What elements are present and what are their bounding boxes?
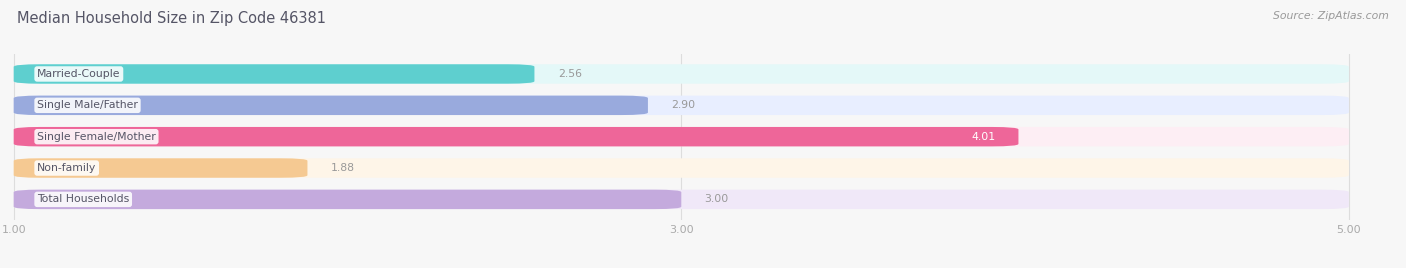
Text: Single Female/Mother: Single Female/Mother [37,132,156,142]
Text: 4.01: 4.01 [972,132,995,142]
FancyBboxPatch shape [14,127,1018,146]
FancyBboxPatch shape [14,190,1348,209]
Text: Married-Couple: Married-Couple [37,69,121,79]
Text: Source: ZipAtlas.com: Source: ZipAtlas.com [1274,11,1389,21]
FancyBboxPatch shape [14,96,1348,115]
FancyBboxPatch shape [14,158,308,178]
FancyBboxPatch shape [14,158,1348,178]
Text: Single Male/Father: Single Male/Father [37,100,138,110]
Text: Non-family: Non-family [37,163,97,173]
FancyBboxPatch shape [14,190,682,209]
FancyBboxPatch shape [14,127,1348,146]
Text: 2.90: 2.90 [671,100,696,110]
Text: 2.56: 2.56 [558,69,582,79]
Text: Total Households: Total Households [37,194,129,204]
FancyBboxPatch shape [14,96,648,115]
Text: 1.88: 1.88 [330,163,354,173]
FancyBboxPatch shape [14,64,1348,84]
Text: Median Household Size in Zip Code 46381: Median Household Size in Zip Code 46381 [17,11,326,26]
Text: 3.00: 3.00 [704,194,728,204]
FancyBboxPatch shape [14,64,534,84]
